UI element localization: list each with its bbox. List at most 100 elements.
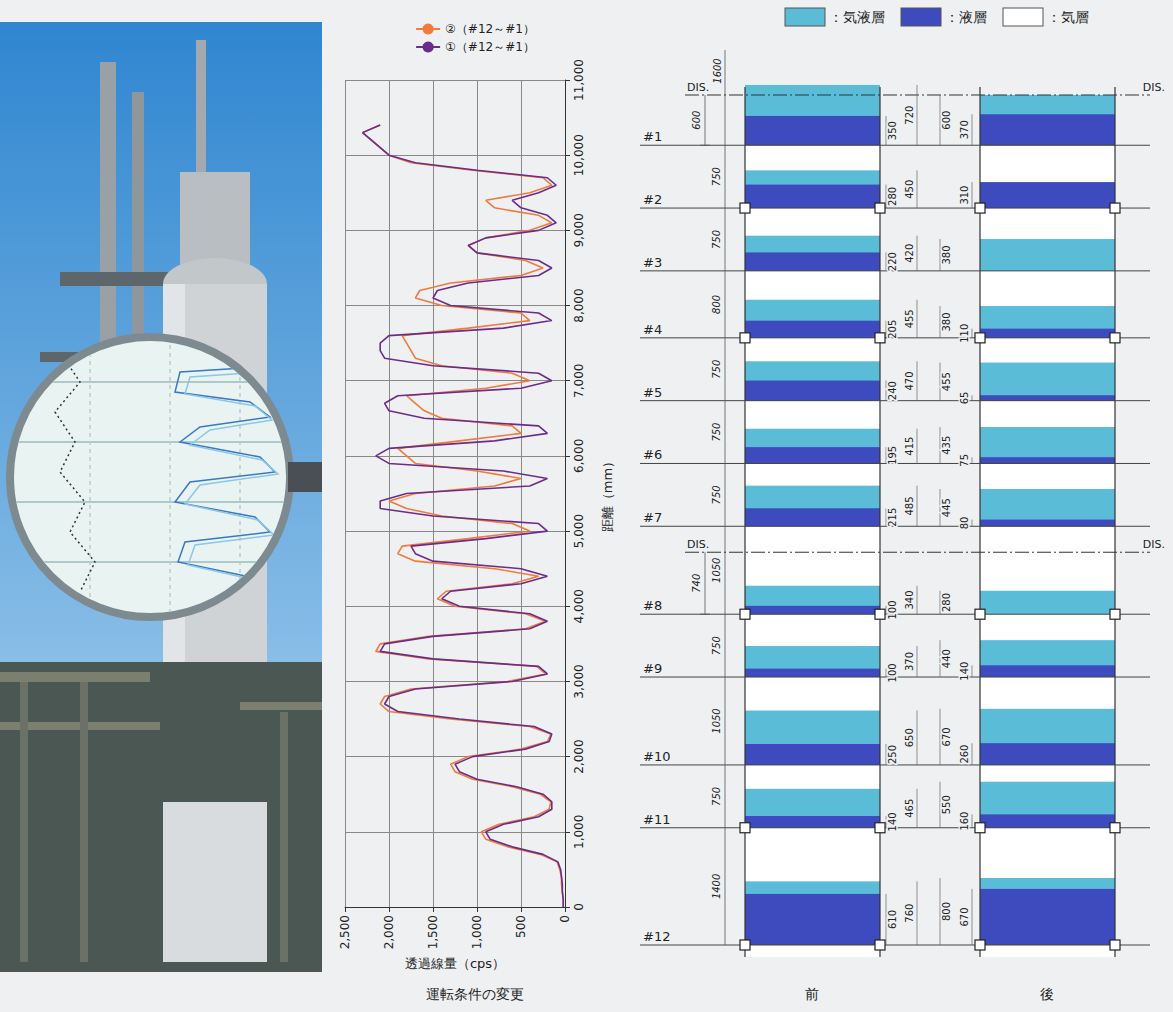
svg-text:1050: 1050 xyxy=(712,708,723,733)
svg-text:3,000: 3,000 xyxy=(572,664,586,698)
svg-text:：液層: ：液層 xyxy=(945,9,987,25)
svg-text:800: 800 xyxy=(942,902,953,921)
svg-text:465: 465 xyxy=(905,799,916,818)
svg-text:750: 750 xyxy=(712,167,723,186)
svg-text:100: 100 xyxy=(888,600,899,619)
svg-text:750: 750 xyxy=(712,485,723,504)
svg-text:370: 370 xyxy=(905,652,916,671)
svg-text:9,000: 9,000 xyxy=(572,213,586,247)
svg-text:720: 720 xyxy=(905,106,916,125)
svg-text:380: 380 xyxy=(942,245,953,264)
svg-text:#2: #2 xyxy=(643,192,662,207)
svg-text:6,000: 6,000 xyxy=(572,439,586,473)
svg-text:DIS.: DIS. xyxy=(687,538,709,551)
svg-text:1,000: 1,000 xyxy=(572,815,586,849)
svg-text:370: 370 xyxy=(960,120,971,139)
svg-text:#4: #4 xyxy=(643,322,662,337)
svg-text:：気液層: ：気液層 xyxy=(829,9,885,25)
svg-text:#10: #10 xyxy=(643,749,670,764)
svg-text:65: 65 xyxy=(960,392,971,405)
svg-text:240: 240 xyxy=(888,381,899,400)
svg-text:1,500: 1,500 xyxy=(426,915,440,949)
svg-text:750: 750 xyxy=(712,230,723,249)
svg-text:750: 750 xyxy=(712,787,723,806)
svg-text:280: 280 xyxy=(942,593,953,612)
svg-text:1,000: 1,000 xyxy=(470,915,484,949)
svg-text:#11: #11 xyxy=(643,812,670,827)
svg-text:600: 600 xyxy=(692,111,703,130)
svg-text:750: 750 xyxy=(712,360,723,379)
svg-text:750: 750 xyxy=(712,636,723,655)
svg-text:455: 455 xyxy=(905,309,916,328)
svg-text:750: 750 xyxy=(712,423,723,442)
svg-text:11,000: 11,000 xyxy=(572,59,586,101)
svg-text:#12: #12 xyxy=(643,929,670,944)
svg-text:140: 140 xyxy=(888,812,899,831)
svg-text:760: 760 xyxy=(905,904,916,923)
svg-text:740: 740 xyxy=(692,574,703,593)
svg-text:205: 205 xyxy=(888,320,899,339)
svg-text:380: 380 xyxy=(942,312,953,331)
svg-text:350: 350 xyxy=(888,121,899,140)
svg-text:#8: #8 xyxy=(643,598,662,613)
svg-text:470: 470 xyxy=(905,371,916,390)
svg-text:250: 250 xyxy=(888,745,899,764)
svg-text:110: 110 xyxy=(960,324,971,343)
svg-text:440: 440 xyxy=(942,649,953,668)
svg-text:75: 75 xyxy=(960,454,971,467)
svg-text:②（#12～#1）: ②（#12～#1） xyxy=(445,22,535,36)
svg-text:340: 340 xyxy=(905,590,916,609)
svg-text:#3: #3 xyxy=(643,255,662,270)
svg-text:#7: #7 xyxy=(643,510,662,525)
svg-text:140: 140 xyxy=(960,662,971,681)
svg-text:80: 80 xyxy=(960,517,971,530)
svg-text:8,000: 8,000 xyxy=(572,288,586,322)
svg-text:420: 420 xyxy=(905,244,916,263)
svg-text:500: 500 xyxy=(514,915,528,938)
svg-text:5,000: 5,000 xyxy=(572,514,586,548)
svg-text:DIS.: DIS. xyxy=(687,81,709,94)
svg-text:670: 670 xyxy=(960,907,971,926)
svg-text:7,000: 7,000 xyxy=(572,364,586,398)
svg-text:415: 415 xyxy=(905,437,916,456)
svg-text:280: 280 xyxy=(888,187,899,206)
svg-text:0: 0 xyxy=(572,903,586,911)
svg-text:215: 215 xyxy=(888,508,899,527)
svg-text:1050: 1050 xyxy=(712,558,723,583)
svg-text:1600: 1600 xyxy=(712,58,723,83)
svg-text:800: 800 xyxy=(712,295,723,314)
svg-text:DIS.: DIS. xyxy=(1143,538,1165,551)
svg-text:610: 610 xyxy=(888,910,899,929)
svg-text:距離（mm）: 距離（mm） xyxy=(600,455,615,532)
svg-text:：気層: ：気層 xyxy=(1047,9,1089,25)
svg-text:1400: 1400 xyxy=(712,874,723,899)
svg-text:#5: #5 xyxy=(643,385,662,400)
svg-text:485: 485 xyxy=(905,496,916,515)
svg-text:220: 220 xyxy=(888,252,899,271)
svg-text:2,000: 2,000 xyxy=(382,915,396,949)
svg-text:#9: #9 xyxy=(643,661,662,676)
svg-text:435: 435 xyxy=(942,436,953,455)
svg-text:445: 445 xyxy=(942,498,953,517)
svg-text:4,000: 4,000 xyxy=(572,589,586,623)
svg-text:2,000: 2,000 xyxy=(572,739,586,773)
svg-text:100: 100 xyxy=(888,663,899,682)
svg-text:650: 650 xyxy=(905,728,916,747)
svg-text:310: 310 xyxy=(960,186,971,205)
svg-text:670: 670 xyxy=(942,727,953,746)
svg-text:#6: #6 xyxy=(643,447,662,462)
svg-text:0: 0 xyxy=(558,915,572,923)
svg-text:260: 260 xyxy=(960,745,971,764)
svg-text:透過線量（cps）: 透過線量（cps） xyxy=(405,956,505,971)
svg-text:550: 550 xyxy=(942,795,953,814)
svg-text:600: 600 xyxy=(942,111,953,130)
svg-text:455: 455 xyxy=(942,372,953,391)
svg-text:10,000: 10,000 xyxy=(572,134,586,176)
svg-text:195: 195 xyxy=(888,446,899,465)
svg-text:①（#12～#1）: ①（#12～#1） xyxy=(445,40,535,54)
svg-text:#1: #1 xyxy=(643,129,662,144)
svg-text:160: 160 xyxy=(960,812,971,831)
svg-text:2,500: 2,500 xyxy=(338,915,352,949)
svg-text:DIS.: DIS. xyxy=(1143,81,1165,94)
svg-text:450: 450 xyxy=(905,180,916,199)
